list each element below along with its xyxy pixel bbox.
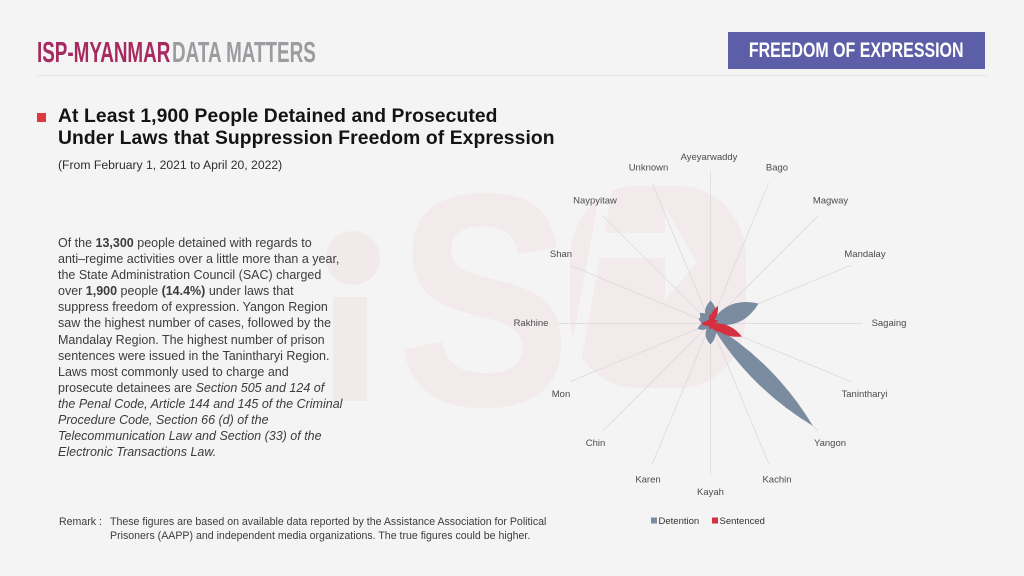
svg-text:Sagaing: Sagaing xyxy=(872,318,907,329)
svg-text:Detention: Detention xyxy=(659,516,700,527)
svg-text:Bago: Bago xyxy=(766,163,788,174)
svg-text:Naypyitaw: Naypyitaw xyxy=(573,196,617,207)
svg-text:Yangon: Yangon xyxy=(814,438,846,449)
svg-text:Magway: Magway xyxy=(813,196,849,207)
svg-text:Kachin: Kachin xyxy=(762,475,791,486)
svg-text:Chin: Chin xyxy=(586,438,606,449)
svg-text:Mandalay: Mandalay xyxy=(844,249,885,260)
svg-text:Mon: Mon xyxy=(552,389,570,400)
svg-text:Sentenced: Sentenced xyxy=(720,516,765,527)
svg-text:Shan: Shan xyxy=(550,249,572,260)
svg-text:Unknown: Unknown xyxy=(629,163,669,174)
svg-text:S: S xyxy=(398,132,570,468)
svg-text:Karen: Karen xyxy=(635,475,660,486)
svg-text:Tanintharyi: Tanintharyi xyxy=(842,389,888,400)
svg-text:Ayeyarwaddy: Ayeyarwaddy xyxy=(681,152,738,163)
svg-text:Rakhine: Rakhine xyxy=(514,318,549,329)
svg-text:Kayah: Kayah xyxy=(697,487,724,498)
